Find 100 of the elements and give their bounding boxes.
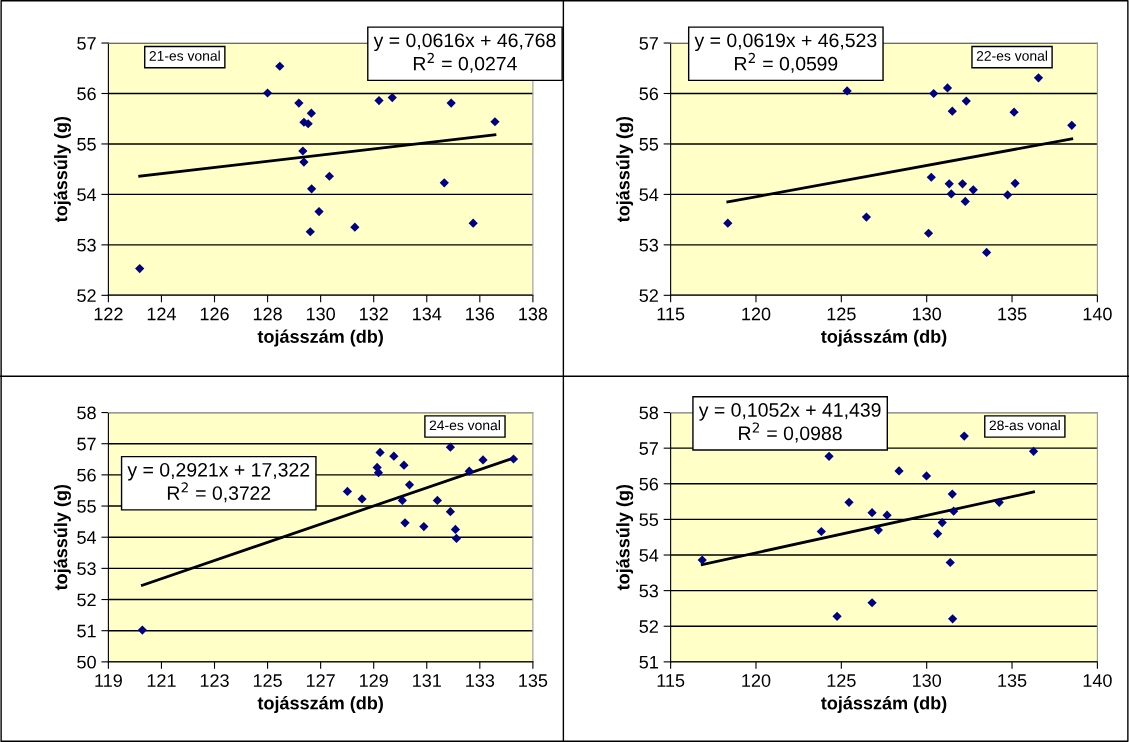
point — [947, 106, 957, 116]
point — [945, 557, 955, 568]
point — [942, 83, 953, 93]
point — [135, 263, 145, 274]
annotation: y = 0,1052x + 41,439 R$^{2}$ = 0,0988 — [698, 403, 881, 443]
point — [419, 522, 429, 532]
point — [373, 468, 384, 478]
x-tick-label: 125 — [253, 674, 282, 687]
point — [1002, 190, 1013, 200]
y-tick-label: 56 — [77, 87, 96, 101]
point — [921, 471, 932, 481]
point — [842, 86, 852, 96]
point — [944, 179, 954, 189]
point — [298, 146, 308, 156]
point — [262, 88, 273, 98]
y-tick-label: 51 — [77, 624, 96, 638]
point — [1067, 120, 1077, 130]
y-tick-label: 53 — [77, 562, 96, 576]
y-axis-title: tojássúly (g) — [53, 116, 71, 223]
point — [923, 228, 934, 238]
x-tick-label: 125 — [827, 307, 856, 321]
y-tick-label: 54 — [77, 531, 97, 544]
point — [375, 447, 385, 458]
point — [451, 533, 462, 544]
point — [404, 480, 415, 490]
point — [294, 98, 304, 108]
point — [957, 179, 968, 189]
x-tick-label: 123 — [200, 674, 229, 687]
point — [959, 431, 969, 441]
y-tick-label: 53 — [77, 238, 96, 252]
point — [445, 442, 455, 452]
y-tick-label: 57 — [77, 37, 96, 50]
point — [397, 495, 407, 506]
x-tick-label: 138 — [519, 307, 548, 321]
x-tick-label: 136 — [466, 307, 495, 321]
x-tick-label: 130 — [306, 307, 335, 321]
y-tick-label: 54 — [77, 188, 97, 202]
annotation: 28-as vonal — [989, 420, 1060, 431]
x-tick-label: 140 — [1083, 307, 1112, 321]
y-tick-label: 54 — [639, 549, 659, 562]
y-tick-label: 56 — [639, 87, 659, 101]
point — [446, 98, 456, 108]
point — [861, 212, 872, 222]
point — [275, 61, 285, 71]
annotation: 22-es vonal — [976, 50, 1048, 61]
x-axis-title: tojásszám (db) — [257, 696, 383, 714]
x-tick-label: 132 — [360, 307, 388, 321]
x-tick-label: 135 — [998, 674, 1027, 687]
point — [387, 92, 397, 103]
point — [832, 611, 842, 621]
point — [981, 247, 992, 258]
point — [314, 206, 324, 217]
annotation: y = 0,0616x + 46,768 R$^{2}$ = 0,0274 — [373, 33, 556, 73]
point — [933, 529, 943, 539]
point — [1009, 107, 1019, 117]
point — [697, 555, 707, 565]
point — [937, 518, 947, 528]
y-tick-label: 55 — [639, 138, 659, 151]
point — [350, 222, 360, 232]
y-tick-label: 57 — [639, 37, 658, 50]
x-tick-label: 121 — [147, 674, 176, 687]
point — [947, 489, 957, 499]
x-axis-title: tojásszám (db) — [257, 329, 383, 347]
x-tick-label: 122 — [94, 307, 123, 321]
point — [307, 184, 317, 194]
point — [946, 189, 956, 199]
x-tick-label: 129 — [360, 674, 388, 687]
point — [961, 96, 971, 106]
x-tick-label: 125 — [827, 674, 856, 687]
x-tick-label: 128 — [253, 307, 282, 321]
x-axis-title: tojásszám (db) — [821, 696, 947, 714]
x-tick-label: 120 — [742, 307, 771, 321]
point — [1028, 446, 1039, 456]
y-tick-label: 53 — [639, 238, 659, 252]
y-axis-title: tojássúly (g) — [616, 484, 634, 591]
point — [137, 625, 147, 635]
x-tick-label: 127 — [306, 674, 335, 687]
y-tick-label: 52 — [77, 289, 96, 303]
point — [894, 466, 904, 476]
point — [306, 108, 316, 118]
point — [490, 117, 500, 127]
point — [949, 506, 959, 516]
point — [342, 486, 353, 496]
y-tick-label: 57 — [639, 442, 658, 455]
point — [816, 526, 826, 537]
point — [464, 466, 474, 476]
y-tick-label: 50 — [77, 655, 96, 669]
point — [299, 157, 309, 167]
y-tick-label: 56 — [639, 477, 659, 491]
point — [824, 451, 834, 461]
point — [968, 185, 978, 195]
y-tick-label: 55 — [639, 513, 659, 527]
y-tick-label: 52 — [639, 620, 658, 633]
x-tick-label: 115 — [657, 307, 685, 321]
x-tick-label: 120 — [742, 674, 771, 687]
y-tick-label: 57 — [77, 437, 96, 451]
point — [400, 518, 410, 528]
y-tick-label: 52 — [77, 593, 96, 607]
y-tick-label: 58 — [77, 406, 96, 420]
point — [867, 508, 877, 518]
